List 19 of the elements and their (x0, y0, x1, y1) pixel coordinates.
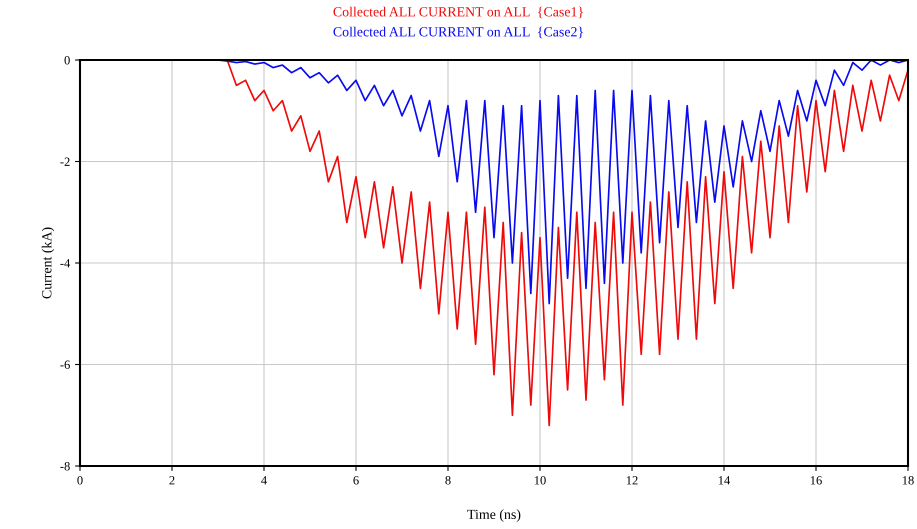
y-tick-label: 0 (64, 56, 70, 64)
y-tick-label: -8 (60, 462, 70, 470)
x-tick-label: 4 (261, 476, 267, 484)
y-axis-title: Current (kA) (42, 228, 54, 298)
x-tick-label: 16 (810, 476, 822, 485)
x-tick-label: 6 (353, 476, 359, 485)
y-tick-label: -2 (60, 158, 70, 166)
x-tick-label: 18 (902, 476, 914, 485)
x-tick-label: 2 (169, 476, 174, 484)
x-tick-label: 12 (626, 476, 638, 484)
x-tick-label: 8 (445, 476, 451, 485)
text: Collected ALL CURRENT on ALL {Case2} (333, 26, 583, 38)
y-tick-label: -4 (60, 259, 70, 268)
x-tick-label: 0 (77, 476, 83, 485)
text: Collected ALL CURRENT on ALL {Case1} (333, 6, 583, 18)
x-axis-title: Time (ns) (467, 509, 520, 522)
x-tick-label: 10 (534, 476, 546, 485)
y-tick-label: -6 (60, 360, 70, 369)
x-tick-label: 14 (718, 476, 730, 484)
